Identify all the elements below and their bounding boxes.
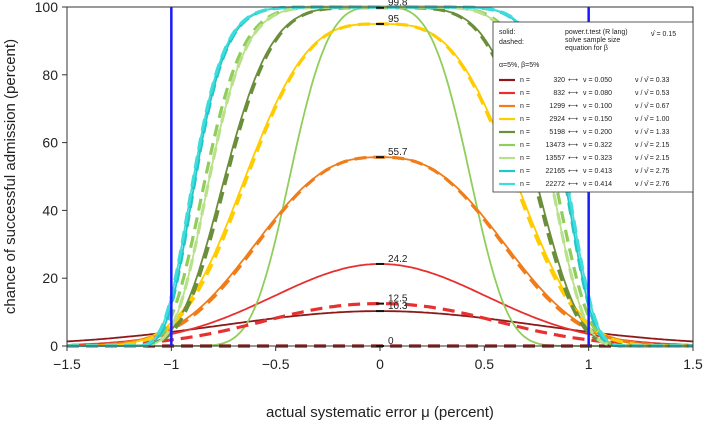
legend-ratio-value: ν / ν̂ = 2.15 xyxy=(635,142,670,149)
peak-label: 12.5 xyxy=(388,294,408,305)
y-axis-title: chance of successful admission (percent) xyxy=(2,39,19,314)
legend-n-prefix: n = xyxy=(520,129,530,136)
legend-nu-value: ν = 0.080 xyxy=(583,90,612,97)
legend-ratio-value: ν / ν̂ = 0.33 xyxy=(635,77,670,84)
legend-arrow: ⟷ xyxy=(568,116,578,123)
legend-n-value: 320 xyxy=(553,77,565,84)
x-tick-label: 0.5 xyxy=(475,356,495,372)
legend-arrow: ⟷ xyxy=(568,181,578,188)
legend-nu-value: ν = 0.050 xyxy=(583,77,612,84)
legend-box xyxy=(492,21,694,193)
legend-n-prefix: n = xyxy=(520,103,530,110)
legend-arrow: ⟷ xyxy=(568,155,578,162)
legend-nu-value: ν = 0.200 xyxy=(583,129,612,136)
legend-ratio-value: ν / ν̂ = 1.33 xyxy=(635,129,670,136)
legend-nu-value: ν = 0.414 xyxy=(583,181,612,188)
legend-nu-value: ν = 0.413 xyxy=(583,168,612,175)
legend-ratio-value: ν / ν̂ = 1.00 xyxy=(635,116,670,123)
legend-arrow: ⟷ xyxy=(568,103,578,110)
legend-n-prefix: n = xyxy=(520,142,530,149)
legend-arrow: ⟷ xyxy=(568,77,578,84)
legend-arrow: ⟷ xyxy=(568,142,578,149)
legend-nu-value: ν = 0.100 xyxy=(583,103,612,110)
legend-n-prefix: n = xyxy=(520,168,530,175)
legend-alpha-beta: α=5%, β=5% xyxy=(499,62,539,69)
y-tick-label: 20 xyxy=(42,270,58,286)
legend-n-prefix: n = xyxy=(520,90,530,97)
legend-n-value: 1299 xyxy=(549,103,565,110)
y-tick-label: 0 xyxy=(50,338,58,354)
y-tick-label: 40 xyxy=(42,202,58,218)
legend-nu-value: ν = 0.323 xyxy=(583,155,612,162)
x-tick-label: 1 xyxy=(585,356,593,372)
legend-n-value: 5198 xyxy=(549,129,565,136)
legend-ratio-value: ν / ν̂ = 0.53 xyxy=(635,90,670,97)
legend-ratio-value: ν / ν̂ = 2.75 xyxy=(635,168,670,175)
legend-n-value: 13557 xyxy=(546,155,566,162)
legend-n-value: 2924 xyxy=(549,116,565,123)
legend-n-value: 22165 xyxy=(546,168,566,175)
peak-label: 55.7 xyxy=(388,147,408,158)
peak-label: 0 xyxy=(388,336,394,347)
legend-nu-value: ν = 0.150 xyxy=(583,116,612,123)
peak-label: 24.2 xyxy=(388,254,408,265)
peak-annotations: 99.8 95 55.7 24.2 12.510.3 0 xyxy=(376,0,408,347)
legend: solid: dashed: power.t.test (R lang)solve … xyxy=(492,21,694,193)
peak-label: 10.3 xyxy=(388,301,408,312)
legend-arrow: ⟷ xyxy=(568,168,578,175)
x-tick-label: 0 xyxy=(376,356,384,372)
legend-method-line1: power.t.test (R lang) xyxy=(565,29,628,36)
legend-nu-hat: ν̂ = 0.15 xyxy=(651,31,676,38)
legend-n-value: 22272 xyxy=(546,181,566,188)
legend-method-line2: solve sample size xyxy=(565,37,620,44)
x-tick-label: −1.5 xyxy=(53,356,81,372)
legend-n-prefix: n = xyxy=(520,116,530,123)
peak-label: 95 xyxy=(388,14,400,25)
legend-nu-value: ν = 0.322 xyxy=(583,142,612,149)
x-tick-label: 1.5 xyxy=(683,356,703,372)
y-tick-label: 60 xyxy=(42,135,58,151)
legend-n-value: 13473 xyxy=(546,142,566,149)
legend-ratio-value: ν / ν̂ = 2.15 xyxy=(635,155,670,162)
x-tick-label: −0.5 xyxy=(262,356,290,372)
legend-solid-label: solid: xyxy=(499,29,515,36)
y-tick-label: 80 xyxy=(42,67,58,83)
legend-method-line3: equation for β xyxy=(565,45,608,52)
legend-n-prefix: n = xyxy=(520,181,530,188)
x-axis-title: actual systematic error μ (percent) xyxy=(266,404,494,421)
peak-label: 99.8 xyxy=(388,0,408,9)
x-tick-label: −1 xyxy=(163,356,179,372)
legend-n-value: 832 xyxy=(553,90,565,97)
legend-arrow: ⟷ xyxy=(568,129,578,136)
y-tick-label: 100 xyxy=(35,0,59,15)
legend-ratio-value: ν / ν̂ = 2.76 xyxy=(635,181,670,188)
legend-dashed-label: dashed: xyxy=(499,39,524,46)
legend-n-prefix: n = xyxy=(520,77,530,84)
axes: −1.5 −1 −0.5 0 0.5 1 1.5 0 20 40 60 80 100 xyxy=(35,0,703,372)
legend-n-prefix: n = xyxy=(520,155,530,162)
legend-ratio-value: ν / ν̂ = 0.67 xyxy=(635,103,670,110)
legend-arrow: ⟷ xyxy=(568,90,578,97)
